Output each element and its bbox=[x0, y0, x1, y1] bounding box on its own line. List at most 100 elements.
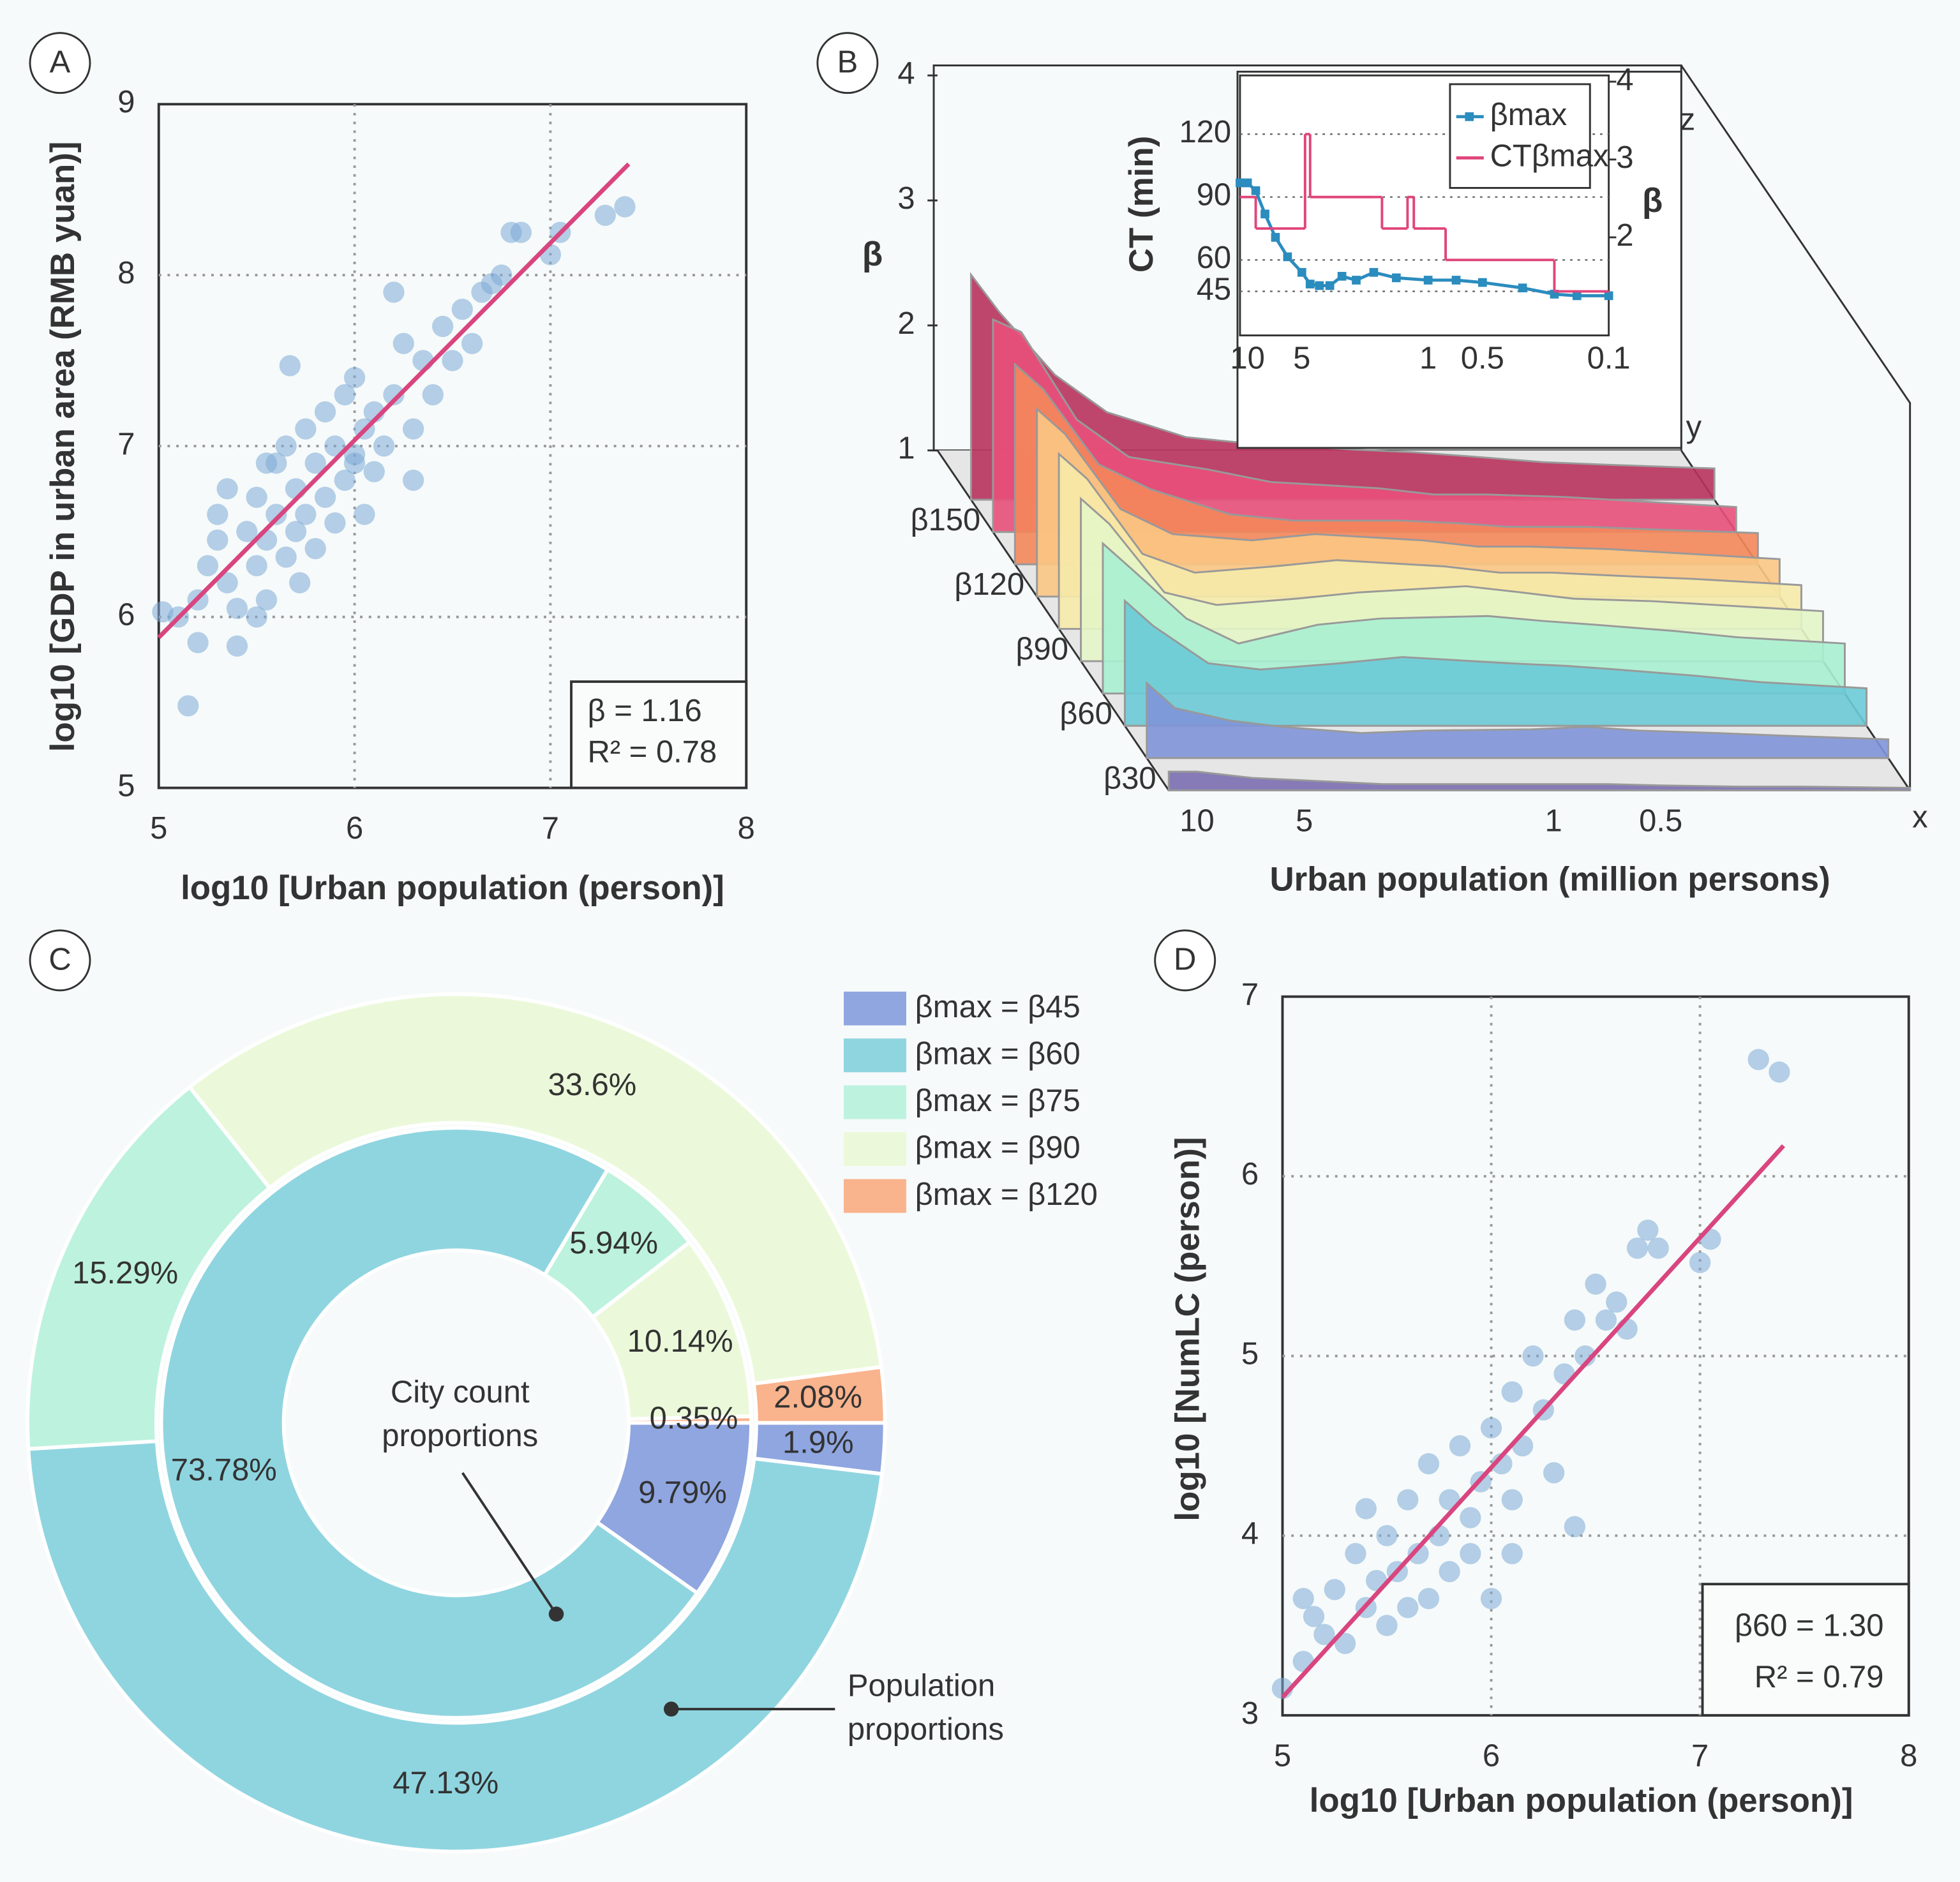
legend-label: βmax = β45 bbox=[915, 990, 1081, 1024]
marker bbox=[1337, 272, 1347, 281]
point bbox=[393, 332, 414, 354]
pointer-dot bbox=[548, 1606, 564, 1622]
ring-label: proportions bbox=[382, 1419, 538, 1453]
point bbox=[246, 555, 267, 577]
point bbox=[255, 529, 278, 551]
z-tick-label: 4 bbox=[897, 56, 915, 91]
legend-swatch bbox=[844, 1132, 906, 1167]
y-tick-label: 9 bbox=[117, 85, 135, 119]
point bbox=[614, 196, 636, 218]
pointer bbox=[461, 1472, 558, 1615]
legend-marker bbox=[1465, 112, 1474, 121]
x-tick-label: 7 bbox=[542, 811, 559, 846]
point bbox=[1480, 1417, 1502, 1439]
ring-label: proportions bbox=[848, 1712, 1004, 1747]
axis-name: z bbox=[1680, 103, 1695, 137]
donut-slice bbox=[751, 1364, 887, 1425]
point bbox=[402, 469, 424, 491]
slice-label: 5.94% bbox=[569, 1226, 658, 1260]
marker bbox=[1315, 281, 1324, 290]
point bbox=[1439, 1560, 1460, 1583]
point bbox=[354, 504, 375, 525]
point bbox=[1564, 1516, 1586, 1537]
point bbox=[1407, 1542, 1429, 1565]
point bbox=[383, 281, 405, 303]
point bbox=[1303, 1606, 1325, 1627]
point bbox=[1626, 1237, 1649, 1259]
point bbox=[246, 486, 267, 508]
x-tick-label: 8 bbox=[1900, 1738, 1917, 1773]
marker bbox=[1325, 281, 1335, 290]
annotation-box bbox=[570, 680, 748, 789]
point bbox=[1460, 1542, 1481, 1565]
point bbox=[1501, 1542, 1523, 1565]
y-tick-label: 5 bbox=[117, 769, 135, 803]
marker bbox=[1391, 273, 1401, 283]
point bbox=[1647, 1237, 1669, 1259]
donut-slice bbox=[159, 1126, 700, 1720]
y-tick-label: 7 bbox=[1241, 978, 1259, 1012]
point bbox=[432, 315, 454, 338]
marker bbox=[1261, 209, 1269, 219]
x-tick-label: 1 bbox=[1545, 803, 1562, 838]
point bbox=[207, 504, 228, 525]
z-axis-label: β bbox=[862, 235, 883, 273]
point bbox=[1585, 1273, 1606, 1295]
point bbox=[255, 589, 278, 611]
point bbox=[1334, 1632, 1356, 1654]
point bbox=[255, 452, 278, 474]
point bbox=[442, 350, 463, 371]
donut-slice bbox=[627, 1414, 754, 1425]
point bbox=[295, 504, 317, 525]
x-tick-label: 6 bbox=[346, 811, 363, 846]
point bbox=[266, 504, 287, 525]
point bbox=[1449, 1435, 1471, 1457]
point bbox=[177, 695, 199, 717]
y-axis-label: CT (min) bbox=[1123, 136, 1160, 273]
point bbox=[1595, 1309, 1617, 1331]
legend-label: βmax = β120 bbox=[915, 1177, 1098, 1212]
marker bbox=[1423, 276, 1433, 285]
axis-name: x bbox=[1912, 800, 1927, 834]
ribbon bbox=[1167, 770, 1911, 791]
point bbox=[275, 546, 297, 568]
point bbox=[285, 478, 307, 500]
point bbox=[304, 452, 326, 474]
y-tick-label: 3 bbox=[1241, 1696, 1259, 1731]
ribbon bbox=[1123, 599, 1868, 727]
y-tick-label: 45 bbox=[1197, 273, 1231, 307]
point bbox=[1418, 1588, 1440, 1609]
panel-letter: B bbox=[837, 45, 858, 80]
y2-tick-label: 3 bbox=[1616, 140, 1633, 175]
legend-label: βmax bbox=[1490, 98, 1567, 132]
point bbox=[1418, 1453, 1440, 1475]
point bbox=[246, 606, 267, 628]
slice-label: 2.08% bbox=[774, 1380, 862, 1414]
point bbox=[289, 572, 311, 594]
point bbox=[236, 521, 258, 542]
x-tick-label: 8 bbox=[738, 811, 755, 846]
point bbox=[363, 461, 385, 482]
ring-label: Population bbox=[848, 1669, 995, 1703]
y-axis-label: log10 [NumLC (person)] bbox=[1169, 1137, 1207, 1521]
point bbox=[1345, 1542, 1366, 1565]
point bbox=[1355, 1498, 1377, 1520]
point bbox=[383, 384, 405, 406]
marker bbox=[1243, 178, 1252, 188]
annotation: β = 1.16 bbox=[588, 694, 702, 728]
y2-axis-label: β bbox=[1642, 182, 1663, 220]
depth-label: β120 bbox=[954, 567, 1024, 602]
panel-letter: D bbox=[1174, 943, 1196, 977]
legend-label: CTβmax bbox=[1490, 138, 1609, 173]
point bbox=[1747, 1049, 1769, 1070]
marker bbox=[1283, 252, 1292, 262]
depth-label: β90 bbox=[1015, 632, 1068, 666]
legend-swatch bbox=[844, 1038, 906, 1073]
point bbox=[1501, 1381, 1523, 1403]
ribbon bbox=[1102, 541, 1846, 695]
point bbox=[461, 332, 483, 354]
x-tick-label: 1 bbox=[1419, 341, 1437, 376]
point bbox=[1543, 1462, 1565, 1484]
slice-label: 33.6% bbox=[548, 1068, 637, 1102]
